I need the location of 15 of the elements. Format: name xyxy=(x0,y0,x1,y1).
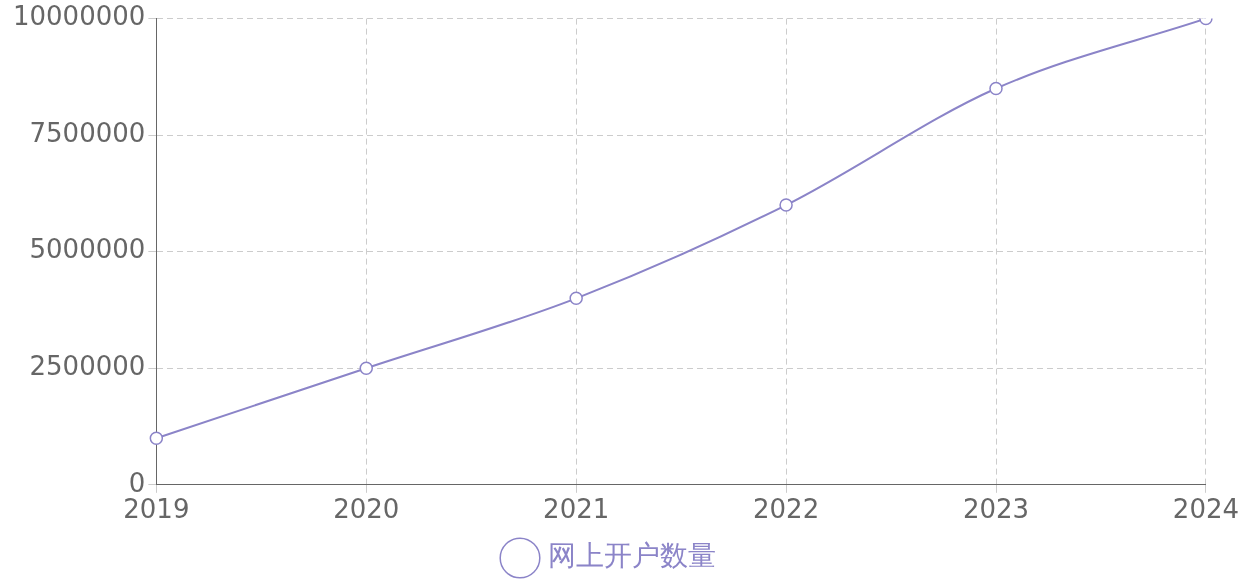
point xyxy=(149,431,164,445)
x-tick-label: 2022 xyxy=(753,494,820,525)
point xyxy=(779,198,793,212)
x-tick-label: 2021 xyxy=(543,494,610,525)
y-tick-label: 2500000 xyxy=(29,351,146,381)
y-tick-label: 10000000 xyxy=(12,1,146,32)
x-tick-label: 2020 xyxy=(333,494,400,525)
point xyxy=(569,291,583,306)
point xyxy=(359,361,373,375)
y-tick-label: 5000000 xyxy=(29,234,146,265)
point xyxy=(989,81,1003,96)
legend-label: 网上开户数量 xyxy=(548,539,716,573)
x-tick-label: 2024 xyxy=(1172,494,1239,525)
x-tick-label: 2023 xyxy=(962,494,1030,525)
y-tick-label: 7500000 xyxy=(29,117,146,148)
